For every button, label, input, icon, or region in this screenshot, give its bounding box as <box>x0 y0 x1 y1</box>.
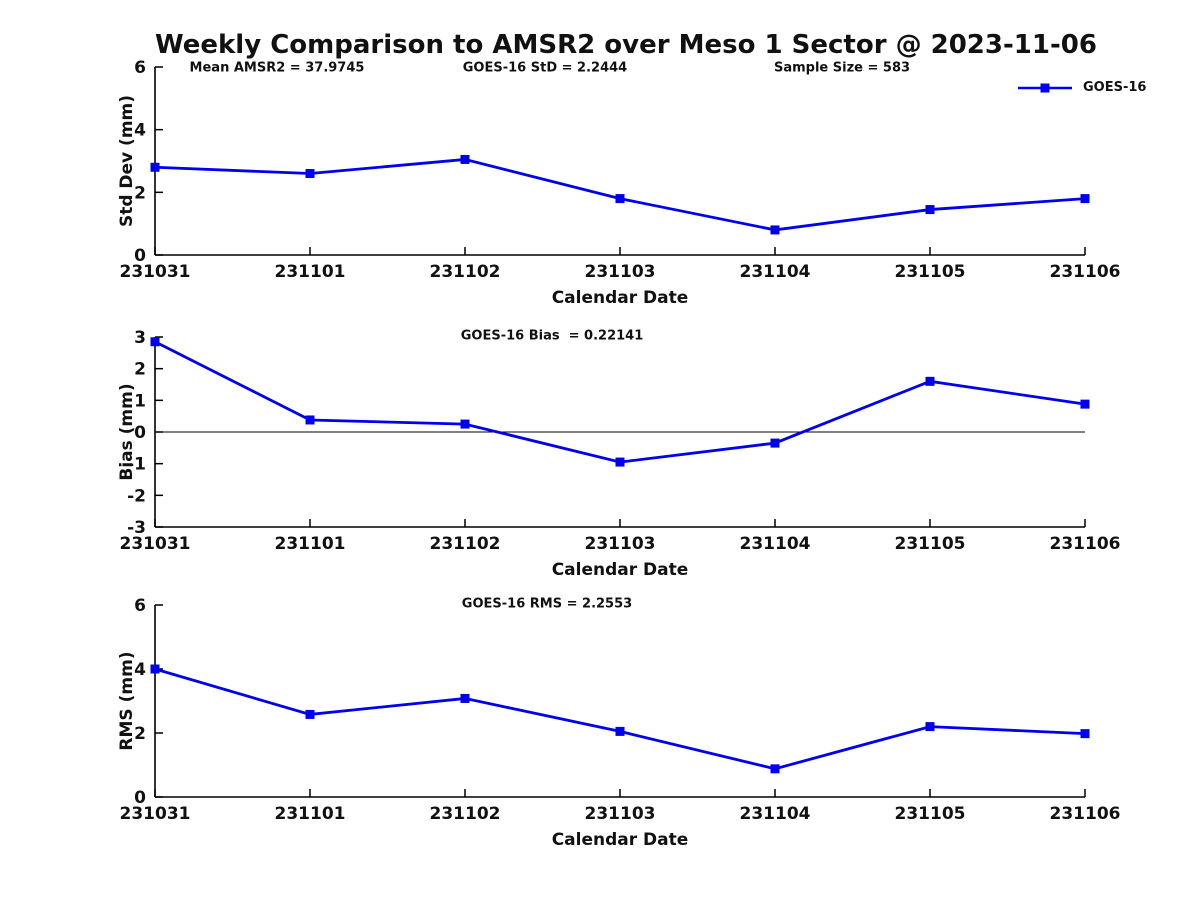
legend: GOES-16 <box>1016 80 1146 95</box>
annotation-std-dev-0: Mean AMSR2 = 37.9745 <box>189 60 365 76</box>
y-tick-label: 0 <box>134 788 146 808</box>
x-axis-label-rms: Calendar Date <box>551 830 689 850</box>
x-tick-label: 231101 <box>275 262 346 282</box>
data-marker <box>925 376 935 386</box>
subplot-rms: 0 2 4 6 231031 231101 231102 231103 231104 231105… <box>120 596 1121 824</box>
data-marker <box>460 154 470 164</box>
x-tick-label: 231106 <box>1050 804 1121 824</box>
y-tick-label: -2 <box>127 486 146 506</box>
y-tick-label: 1 <box>134 391 146 411</box>
data-line-goes-16 <box>154 340 1086 464</box>
data-marker <box>460 693 470 703</box>
data-marker <box>1080 729 1090 739</box>
x-tick-label: 231105 <box>895 534 966 554</box>
data-marker <box>615 726 625 736</box>
x-tick-label: 231105 <box>895 804 966 824</box>
data-marker <box>925 722 935 732</box>
x-tick-label: 231106 <box>1050 534 1121 554</box>
data-marker <box>770 764 780 774</box>
x-tick-label: 231105 <box>895 262 966 282</box>
data-marker <box>1080 194 1090 204</box>
x-tick-label: 231102 <box>430 534 501 554</box>
x-tick-label: 231103 <box>585 534 656 554</box>
y-tick-label: 2 <box>134 183 146 203</box>
x-tick-label: 231102 <box>430 262 501 282</box>
data-marker <box>150 664 160 674</box>
data-marker <box>1080 399 1090 409</box>
legend-line-marker-icon <box>1018 83 1072 92</box>
legend-series-label: GOES-16 <box>1083 80 1147 95</box>
y-axis-label-stddev: Std Dev (mm) <box>117 94 137 228</box>
x-tick-label: 231106 <box>1050 262 1121 282</box>
annotation-rms-0: GOES-16 RMS = 2.2553 <box>461 596 633 612</box>
y-tick-label: 0 <box>134 423 146 443</box>
figure-title: Weekly Comparison to AMSR2 over Meso 1 S… <box>155 30 1097 60</box>
y-tick-label: 4 <box>134 121 146 141</box>
data-marker <box>770 225 780 235</box>
subplot-std-dev: 0 2 4 6 231031 231101 231102 231103 231104 231105… <box>120 58 1121 282</box>
y-tick-label: 6 <box>134 58 146 78</box>
x-axis-label-stddev: Calendar Date <box>551 288 689 308</box>
y-axis-label-bias: Bias (mm) <box>117 383 137 481</box>
y-tick-label: 0 <box>134 246 146 266</box>
data-marker <box>305 415 315 425</box>
x-tick-label: 231104 <box>740 262 811 282</box>
x-tick-label: 231103 <box>585 804 656 824</box>
x-tick-label: 231031 <box>120 534 191 554</box>
data-marker <box>150 162 160 172</box>
annotation-bias-0: GOES-16 Bias = 0.22141 <box>460 328 644 344</box>
x-tick-label: 231031 <box>120 804 191 824</box>
annotation-std-dev-2: Sample Size = 583 <box>773 60 911 76</box>
annotation-std-dev-1: GOES-16 StD = 2.2444 <box>462 60 628 76</box>
data-marker <box>770 438 780 448</box>
data-marker <box>305 709 315 719</box>
x-axis-label-bias: Calendar Date <box>551 560 689 580</box>
y-axis-label-rms: RMS (mm) <box>117 651 137 751</box>
x-tick-label: 231102 <box>430 804 501 824</box>
y-tick-label: 6 <box>134 596 146 616</box>
data-marker <box>615 457 625 467</box>
y-tick-label: 2 <box>134 360 146 380</box>
data-marker <box>615 194 625 204</box>
x-tick-label: 231031 <box>120 262 191 282</box>
x-tick-label: 231101 <box>275 534 346 554</box>
x-tick-label: 231103 <box>585 262 656 282</box>
y-tick-label: 4 <box>134 660 146 680</box>
y-tick-label: 2 <box>134 724 146 744</box>
y-tick-label: -3 <box>127 518 146 538</box>
x-tick-label: 231104 <box>740 534 811 554</box>
data-marker <box>150 337 160 347</box>
data-marker <box>305 169 315 179</box>
subplot-bias: -3 -2 -1 0 1 2 3 231031 231101 231102 231103 231104… <box>120 328 1121 554</box>
data-line-goes-16 <box>154 667 1086 771</box>
y-tick-label: 3 <box>134 328 146 348</box>
data-marker <box>460 419 470 429</box>
data-marker <box>925 205 935 215</box>
x-tick-label: 231101 <box>275 804 346 824</box>
y-tick-label: -1 <box>127 455 146 475</box>
x-tick-label: 231104 <box>740 804 811 824</box>
